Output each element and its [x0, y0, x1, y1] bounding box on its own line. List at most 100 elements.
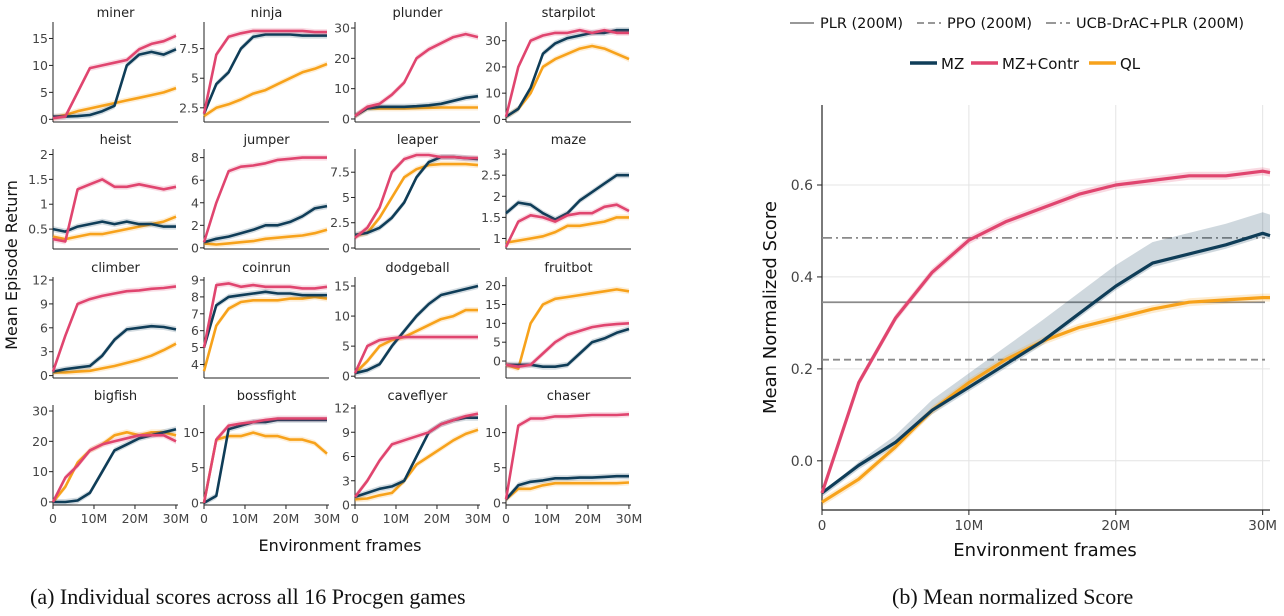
panel-plunder: plunder 0 10 20 30 [334, 6, 480, 126]
line-mz [203, 418, 327, 505]
y-tick-label: 8 [191, 150, 199, 165]
y-tick-label: 10 [32, 464, 48, 479]
panel-fruitbot: fruitbot 0 5 10 15 20 [485, 261, 631, 379]
panel-starpilot: starpilot 0 10 20 30 [485, 6, 631, 127]
y-tick-label: 0 [40, 112, 48, 127]
line-mz-contr [504, 203, 630, 248]
x-tick-label: 20M [1101, 518, 1130, 534]
x-tick-label: 10M [534, 511, 561, 526]
line-mz [52, 324, 177, 373]
y-tick-label: 1 [493, 231, 501, 246]
x-tick-label: 0 [49, 511, 57, 526]
y-tick-label: 20 [334, 51, 350, 66]
y-tick-label: 9 [40, 296, 48, 311]
band-mz [53, 218, 176, 235]
y-tick-label: 0 [342, 498, 350, 513]
line-ql [52, 215, 177, 241]
panel-climber: climber 0 3 6 9 12 [32, 261, 178, 383]
y-tick-label: 5 [191, 340, 199, 355]
panel-title: climber [91, 261, 140, 276]
line-mz-contr [202, 417, 327, 504]
y-tick-label: 10 [485, 86, 501, 101]
line-mz-contr [51, 285, 177, 373]
y-tick-label: 6 [191, 323, 199, 338]
y-tick-label: 0 [342, 240, 350, 255]
x-tick-label: 0 [818, 518, 827, 534]
y-tick-label: 0.6 [791, 178, 813, 194]
panel-title: caveflyer [387, 389, 448, 404]
y-tick-label: 7.5 [179, 41, 199, 56]
legend: PLR (200M) PPO (200M) UCB-DrAC+PLR (200M) M… [790, 16, 1244, 73]
legend-label: UCB-DrAC+PLR (200M) [1076, 16, 1244, 32]
y-tick-label: 2.5 [481, 168, 501, 183]
y-tick-label: 1.5 [28, 172, 48, 187]
band-mz-contr [355, 152, 478, 241]
x-tick-label: 30M [465, 511, 492, 526]
y-tick-label: 10 [334, 309, 350, 324]
line-ql [505, 216, 629, 244]
x-axis-label-a: Environment frames [258, 536, 421, 555]
band-mz [53, 46, 176, 120]
y-tick-label: 30 [32, 404, 48, 419]
line-ql [354, 162, 479, 238]
y-tick-label: 0 [40, 494, 48, 509]
y-tick-label: 15 [485, 297, 501, 312]
x-tick-label: 10M [954, 518, 983, 534]
panel-title: chaser [547, 389, 591, 404]
x-tick-label: 20M [122, 511, 149, 526]
line-mz-contr [353, 412, 479, 498]
y-tick-label: 5 [493, 460, 501, 475]
panel-maze: maze 1 1.5 2 2.5 3 [481, 133, 631, 250]
y-tick-label: 5 [191, 460, 199, 475]
x-tick-label: 0 [200, 511, 208, 526]
y-tick-label: 15 [32, 31, 48, 46]
line-mz-contr [52, 178, 177, 243]
panel-title: dodgeball [385, 261, 449, 276]
band-ql [506, 479, 629, 503]
y-tick-label: 2 [493, 189, 501, 204]
y-tick-label: 6 [40, 320, 48, 335]
line-mz-contr [504, 413, 630, 500]
y-tick-label: 0.5 [28, 222, 48, 237]
line-mz [821, 231, 1271, 495]
x-tick-label: 10M [232, 511, 259, 526]
x-tick-label: 0 [351, 511, 359, 526]
line-mz [505, 474, 629, 501]
y-tick-label: 30 [334, 21, 350, 36]
line-ql [53, 342, 177, 374]
y-tick-label: 0 [191, 240, 199, 255]
y-tick-label: 10 [32, 58, 48, 73]
y-tick-label: 6 [342, 449, 350, 464]
line-mz [354, 416, 478, 499]
y-tick-label: 3 [40, 344, 48, 359]
line-ql [354, 428, 479, 501]
y-tick-label: 2 [191, 218, 199, 233]
mean-score-chart: 0 10M 20M 30M 0.0 0.2 0.4 0.6 [791, 105, 1277, 534]
y-tick-label: 20 [485, 278, 501, 293]
panel-title: leaper [397, 133, 439, 148]
line-mz [354, 284, 479, 375]
band-mz-contr [53, 432, 176, 505]
y-tick-label: 9 [191, 273, 199, 288]
y-tick-label: 0 [493, 354, 501, 369]
panel-ninja: ninja 2.5 5 7.5 [179, 6, 329, 123]
legend-label: QL [1120, 55, 1141, 73]
line-ql [354, 308, 478, 375]
y-tick-label: 0.0 [791, 454, 813, 470]
x-tick-label: 10M [81, 511, 108, 526]
y-tick-label: 4 [191, 195, 199, 210]
y-tick-label: 5 [40, 85, 48, 100]
band-mz-contr [506, 320, 629, 370]
panel-title: jumper [242, 133, 290, 148]
panel-title: maze [551, 133, 586, 148]
line-ql [203, 62, 328, 118]
line-mz-contr [504, 28, 629, 118]
y-tick-label: 10 [485, 316, 501, 331]
y-tick-label: 10 [334, 81, 350, 96]
y-tick-label: 5 [342, 339, 350, 354]
y-tick-label: 0 [342, 111, 350, 126]
panel-title: coinrun [242, 261, 291, 276]
line-ql [505, 44, 630, 118]
y-tick-label: 2.5 [179, 100, 199, 115]
y-tick-label: 3 [493, 147, 501, 162]
